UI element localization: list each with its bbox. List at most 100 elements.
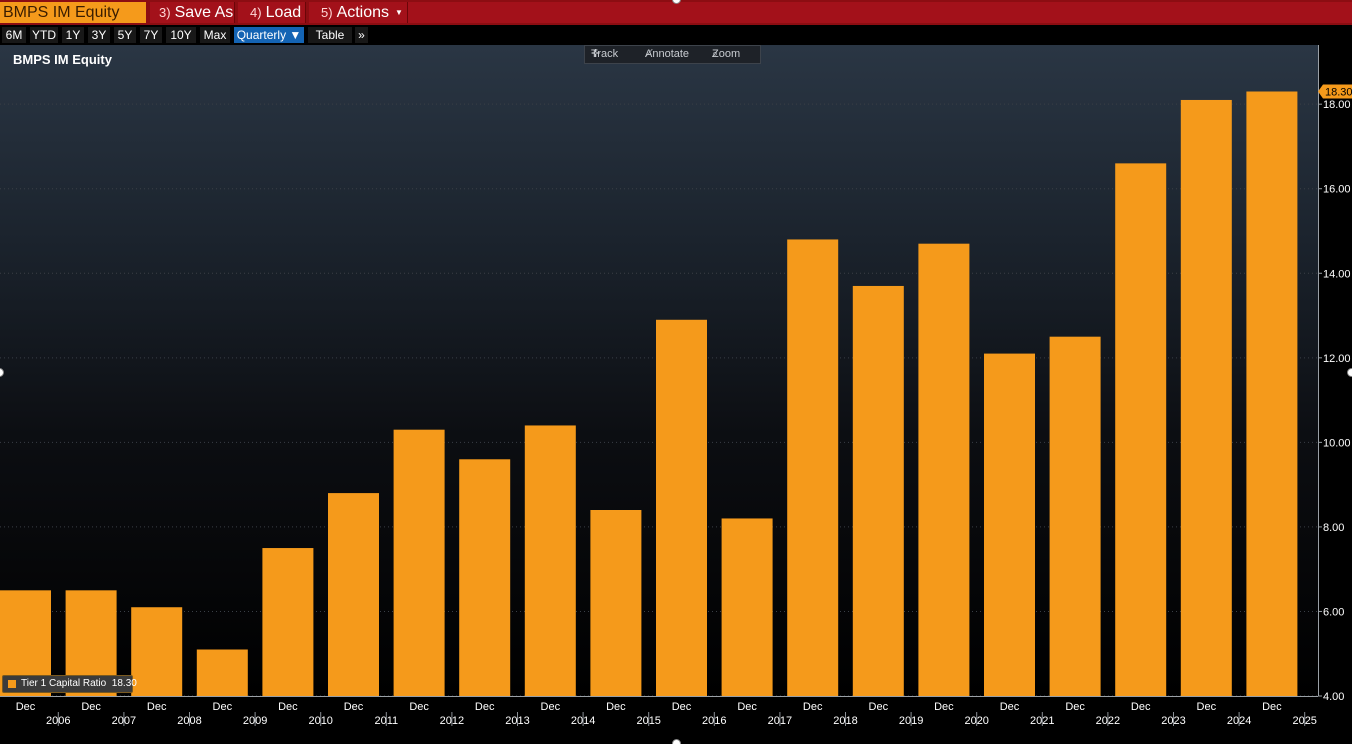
- x-year-label: 2021: [1030, 715, 1054, 727]
- x-year-label: 2006: [46, 715, 70, 727]
- x-year-label: 2009: [243, 715, 267, 727]
- x-month-label: Dec: [1131, 701, 1151, 713]
- table-button[interactable]: Table: [308, 27, 352, 43]
- load-button[interactable]: 4) Load: [238, 2, 306, 23]
- actions-label: Actions: [336, 4, 390, 21]
- resize-handle-bottom[interactable]: [672, 739, 681, 744]
- y-tick-label: 10.00: [1323, 437, 1351, 449]
- last-value-label: 18.30: [1325, 87, 1352, 99]
- bar: [131, 607, 183, 696]
- x-month-label: Dec: [934, 701, 954, 713]
- legend-swatch: [8, 680, 16, 688]
- chart-title: BMPS IM Equity: [13, 52, 112, 67]
- x-year-label: 2010: [308, 715, 332, 727]
- legend-last-value: 18.30: [111, 678, 137, 689]
- bar: [1180, 99, 1232, 697]
- pencil-icon: ⟋: [645, 48, 653, 60]
- actions-button[interactable]: 5) Actions ▼: [309, 2, 408, 23]
- x-month-label: Dec: [81, 701, 101, 713]
- bar: [984, 353, 1035, 696]
- bar: [393, 429, 445, 696]
- x-month-label: Dec: [278, 701, 298, 713]
- x-year-label: 2014: [571, 715, 595, 727]
- load-label: Load: [265, 4, 302, 21]
- bar: [721, 518, 773, 696]
- track-label: Track: [591, 48, 619, 60]
- legend-label: Tier 1 Capital Ratio 18.30: [21, 676, 137, 692]
- bar: [1246, 91, 1298, 696]
- load-number-icon: 4): [250, 5, 262, 20]
- x-year-label: 2013: [505, 715, 529, 727]
- x-month-label: Dec: [1065, 701, 1085, 713]
- y-tick-label: 6.00: [1323, 606, 1344, 618]
- more-button[interactable]: »: [355, 27, 368, 43]
- x-year-label: 2018: [833, 715, 857, 727]
- zoom-label: Zoom: [712, 48, 741, 60]
- x-month-label: Dec: [213, 701, 233, 713]
- x-month-label: Dec: [803, 701, 823, 713]
- range-3y-button[interactable]: 3Y: [88, 27, 110, 43]
- x-year-label: 2023: [1161, 715, 1185, 727]
- crosshair-icon: ✛: [591, 48, 601, 60]
- x-month-label: Dec: [606, 701, 626, 713]
- x-year-label: 2007: [112, 715, 136, 727]
- chart-toolbar: ✛ Track ⟋ Annotate ⌕ Zoom: [584, 45, 761, 64]
- chevron-down-icon: ▼: [395, 8, 403, 17]
- range-6m-button[interactable]: 6M: [2, 27, 26, 43]
- x-month-label: Dec: [672, 701, 692, 713]
- x-month-label: Dec: [869, 701, 889, 713]
- command-bar-fill: [408, 2, 1352, 23]
- resize-handle-right[interactable]: [1347, 368, 1352, 377]
- bar: [852, 285, 904, 696]
- x-year-label: 2022: [1096, 715, 1120, 727]
- chart-area: 4.00 6.00 8.00 10.00 12.00 14.00 16.00 18.00 18.…: [0, 45, 1352, 744]
- command-bar: BMPS IM Equity 3) Save As 4) Load 5) Action…: [0, 0, 1352, 25]
- magnifier-icon: ⌕: [712, 48, 719, 60]
- range-max-button[interactable]: Max: [200, 27, 230, 43]
- bar: [1115, 163, 1167, 696]
- x-month-label: Dec: [541, 701, 561, 713]
- bar: [196, 649, 248, 696]
- range-5y-button[interactable]: 5Y: [114, 27, 136, 43]
- x-year-label: 2025: [1292, 715, 1316, 727]
- x-year-label: 2016: [702, 715, 726, 727]
- range-ytd-button[interactable]: YTD: [30, 27, 58, 43]
- y-tick-label: 4.00: [1323, 691, 1344, 703]
- y-tick-label: 8.00: [1323, 522, 1344, 534]
- save-as-label: Save As: [174, 4, 234, 21]
- x-month-label: Dec: [737, 701, 757, 713]
- save-as-button[interactable]: 3) Save As: [150, 2, 235, 23]
- x-year-label: 2008: [177, 715, 201, 727]
- x-month-label: Dec: [1197, 701, 1217, 713]
- last-value-tag: [1318, 84, 1352, 99]
- x-year-label: 2019: [899, 715, 923, 727]
- bar: [328, 493, 379, 696]
- x-month-label: Dec: [344, 701, 364, 713]
- ticker-field[interactable]: BMPS IM Equity: [0, 2, 146, 23]
- x-month-label: Dec: [409, 701, 429, 713]
- range-10y-button[interactable]: 10Y: [166, 27, 196, 43]
- y-tick-label: 16.00: [1323, 184, 1351, 196]
- bar: [656, 319, 707, 696]
- x-month-label: Dec: [147, 701, 167, 713]
- y-tick-label: 14.00: [1323, 268, 1351, 280]
- range-7y-button[interactable]: 7Y: [140, 27, 162, 43]
- bar: [262, 548, 314, 696]
- bar: [918, 243, 970, 696]
- x-month-label: Dec: [1000, 701, 1020, 713]
- legend[interactable]: Tier 1 Capital Ratio 18.30: [2, 675, 137, 693]
- bar: [524, 425, 576, 696]
- y-tick-label: 18.00: [1323, 99, 1351, 111]
- x-year-label: 2012: [440, 715, 464, 727]
- range-1y-button[interactable]: 1Y: [62, 27, 84, 43]
- actions-number-icon: 5): [321, 5, 333, 20]
- periodicity-dropdown[interactable]: Quarterly ▼: [234, 27, 304, 43]
- annotate-label: Annotate: [645, 48, 690, 60]
- bar: [459, 459, 511, 696]
- y-tick-label: 12.00: [1323, 353, 1351, 365]
- x-year-label: 2020: [964, 715, 988, 727]
- x-year-label: 2017: [768, 715, 792, 727]
- x-month-label: Dec: [1262, 701, 1282, 713]
- bar: [1049, 336, 1101, 696]
- bar: [590, 510, 642, 696]
